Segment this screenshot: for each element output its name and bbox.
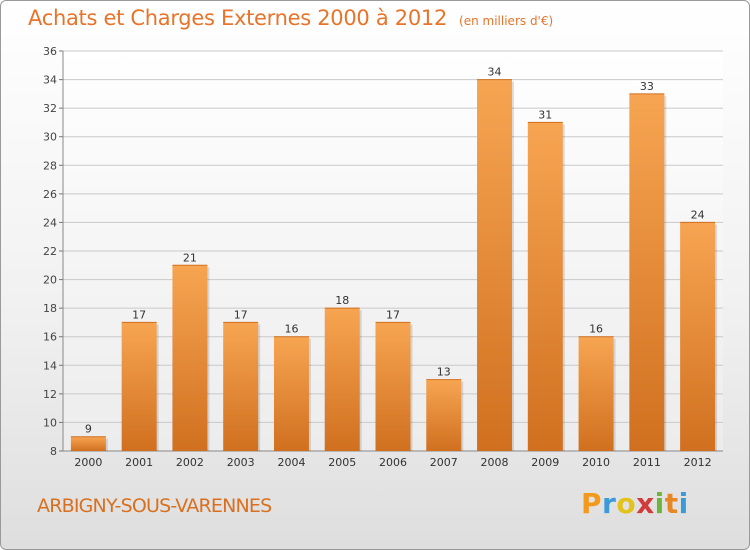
data-label: 18 (335, 294, 349, 307)
bar-2007 (426, 379, 462, 451)
logo-letter: P (581, 487, 603, 520)
y-tick-label: 18 (43, 302, 57, 315)
data-label: 34 (488, 66, 502, 79)
logo-letter: i (654, 487, 665, 520)
bar-2001 (121, 322, 157, 451)
y-tick-label: 14 (43, 359, 57, 372)
data-label: 31 (538, 108, 552, 121)
y-tick-label: 28 (43, 159, 57, 172)
bar-2011 (629, 93, 665, 451)
logo-letter: o (616, 487, 637, 520)
y-tick-label: 20 (43, 274, 57, 287)
y-tick-label: 12 (43, 388, 57, 401)
y-tick-label: 32 (43, 102, 57, 115)
x-tick-label: 2003 (227, 456, 255, 469)
bar-2002 (172, 265, 208, 451)
x-tick-label: 2009 (531, 456, 559, 469)
data-label: 21 (183, 251, 197, 264)
y-tick-label: 16 (43, 331, 57, 344)
x-tick-label: 2007 (430, 456, 458, 469)
x-tick-label: 2011 (633, 456, 661, 469)
bar-2004 (273, 336, 309, 451)
x-tick-label: 2002 (176, 456, 204, 469)
logo-letter: x (636, 487, 655, 520)
bar-2005 (324, 308, 360, 451)
data-label: 16 (589, 323, 603, 336)
bar-2012 (680, 222, 716, 451)
data-label: 13 (437, 366, 451, 379)
logo-letter: t (664, 487, 679, 520)
proxiti-logo: Proxiti (581, 487, 689, 520)
logo-letter: i (678, 487, 689, 520)
y-tick-label: 22 (43, 245, 57, 258)
title-unit: (en milliers d'€) (459, 14, 554, 28)
chart-title: Achats et Charges Externes 2000 à 2012 (e… (28, 6, 553, 30)
x-tick-label: 2001 (125, 456, 153, 469)
x-tick-label: 2006 (379, 456, 407, 469)
bar-2010 (578, 336, 614, 451)
y-tick-label: 8 (50, 445, 57, 458)
data-label: 17 (132, 308, 146, 321)
bar-2000 (70, 436, 106, 451)
bar-2006 (375, 322, 411, 451)
title-text: Achats et Charges Externes 2000 à 2012 (28, 6, 448, 30)
x-tick-label: 2000 (74, 456, 102, 469)
y-tick-label: 24 (43, 216, 57, 229)
y-tick-label: 10 (43, 416, 57, 429)
logo-letter: r (602, 487, 617, 520)
bar-2008 (477, 79, 513, 452)
data-label: 24 (691, 208, 705, 221)
x-tick-label: 2004 (277, 456, 305, 469)
data-label: 16 (284, 323, 298, 336)
x-tick-label: 2008 (481, 456, 509, 469)
town-name: ARBIGNY-SOUS-VARENNES (37, 495, 272, 517)
bar-2009 (527, 122, 563, 451)
x-tick-label: 2005 (328, 456, 356, 469)
data-label: 17 (234, 308, 248, 321)
y-tick-label: 36 (43, 45, 57, 58)
data-label: 17 (386, 308, 400, 321)
bar-2003 (223, 322, 259, 451)
data-label: 9 (85, 423, 92, 436)
x-tick-label: 2012 (684, 456, 712, 469)
y-tick-label: 34 (43, 74, 57, 87)
y-tick-label: 30 (43, 131, 57, 144)
y-tick-label: 26 (43, 188, 57, 201)
data-label: 33 (640, 80, 654, 93)
x-tick-label: 2010 (582, 456, 610, 469)
